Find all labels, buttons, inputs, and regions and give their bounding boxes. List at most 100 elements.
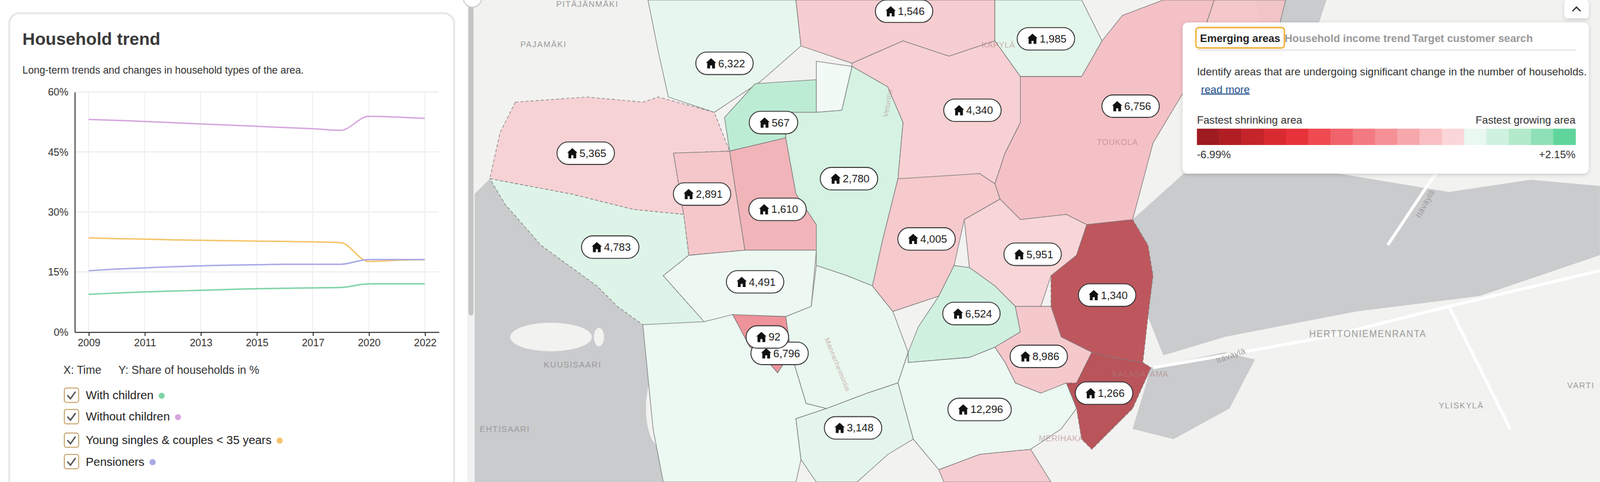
pill-background xyxy=(581,235,640,259)
grid-line xyxy=(200,91,202,332)
household-pill[interactable]: 1,985 xyxy=(1017,27,1075,50)
household-pill[interactable]: 2,780 xyxy=(820,167,878,190)
legend-item[interactable]: Pensioners xyxy=(64,454,156,469)
household-pill[interactable]: 4,005 xyxy=(897,227,956,250)
household-pill[interactable]: 92 xyxy=(745,325,789,348)
household-pill[interactable]: 4,340 xyxy=(943,98,1002,122)
colorbar-tick-label: +2.15% xyxy=(1539,148,1576,161)
button-background[interactable] xyxy=(1564,0,1590,19)
household-pill[interactable]: 567 xyxy=(749,111,798,134)
colorbar-segment xyxy=(1352,128,1376,145)
region[interactable] xyxy=(489,178,705,327)
legend-swatch xyxy=(276,437,283,444)
tab[interactable]: Target customer search xyxy=(1412,32,1533,45)
region[interactable] xyxy=(938,448,1051,482)
scrollbar-thumb[interactable] xyxy=(468,4,474,316)
place-name: Mannerheimintie xyxy=(822,336,852,393)
legend-item[interactable]: With children xyxy=(64,387,165,403)
region[interactable] xyxy=(795,382,914,482)
tab-label[interactable]: Emerging areas xyxy=(1200,32,1281,45)
household-pill[interactable]: 3,148 xyxy=(824,416,882,439)
household-count: 1,266 xyxy=(1097,386,1125,399)
household-pill[interactable]: 8,986 xyxy=(1010,344,1068,368)
tick: 0% xyxy=(53,326,75,338)
tab[interactable]: Household income trend xyxy=(1284,32,1410,45)
series-line xyxy=(88,259,425,271)
pill-background xyxy=(1010,344,1068,368)
house-icon xyxy=(1027,33,1038,45)
island xyxy=(510,322,592,352)
read-more-link[interactable]: read more xyxy=(1201,83,1250,96)
household-pill[interactable]: 1,266 xyxy=(1075,381,1133,405)
region[interactable] xyxy=(994,0,1215,225)
tick: 2020 xyxy=(358,331,382,349)
household-pill[interactable]: 4,783 xyxy=(581,235,640,259)
household-pill[interactable]: 12,296 xyxy=(947,397,1011,421)
colorbar-segment xyxy=(1486,128,1509,145)
pill-background xyxy=(748,197,807,221)
household-pill[interactable]: 6,756 xyxy=(1101,94,1160,118)
household-count: 1,546 xyxy=(897,5,925,18)
household-pill[interactable]: 4,491 xyxy=(726,270,784,293)
pill-background xyxy=(1078,283,1136,307)
household-count: 1,985 xyxy=(1039,32,1067,45)
pill-background xyxy=(1101,94,1160,118)
legend-item[interactable]: Young singles & couples < 35 years xyxy=(64,432,283,448)
household-pill[interactable]: 1,610 xyxy=(748,197,807,221)
household-pill[interactable]: 2,891 xyxy=(673,182,732,206)
panel-toggle[interactable] xyxy=(463,0,482,7)
house-icon xyxy=(1014,248,1025,260)
household-pill[interactable]: 5,951 xyxy=(1004,243,1062,266)
tick: 2022 xyxy=(413,331,437,349)
region[interactable] xyxy=(663,250,817,322)
colorbar-segment xyxy=(1441,128,1465,145)
tab[interactable]: Emerging areas xyxy=(1195,27,1285,49)
colorbar-segment xyxy=(1397,128,1420,145)
pill-background xyxy=(897,227,956,250)
household-count: 567 xyxy=(771,116,790,129)
household-pill[interactable]: 5,365 xyxy=(556,141,615,165)
checkmark xyxy=(67,457,76,465)
household-labels: 6,322 1,546 1,985 567 2,780 5,365 2,891 1,610 4,… xyxy=(556,0,1160,439)
checkbox[interactable] xyxy=(64,454,79,469)
household-count: 2,891 xyxy=(695,187,723,200)
household-count: 4,340 xyxy=(966,104,994,117)
household-count: 6,756 xyxy=(1124,100,1152,113)
legend-label[interactable]: Without children xyxy=(85,409,170,423)
house-icon xyxy=(705,58,717,69)
tab-selected xyxy=(1195,27,1285,49)
region[interactable] xyxy=(729,137,817,250)
map: PITÄJÄNMÄKIPAJAMÄKIKUUSISAARIEHTISAARIHE… xyxy=(469,0,1600,482)
tick: 2009 xyxy=(77,331,101,349)
series-lines xyxy=(88,116,425,294)
colorbar-segment xyxy=(1553,128,1576,145)
checkbox[interactable] xyxy=(64,387,79,403)
legend-label[interactable]: With children xyxy=(85,388,154,402)
colorbar-segment xyxy=(1241,128,1264,145)
legend-label[interactable]: Pensioners xyxy=(85,455,145,468)
collapse-button[interactable] xyxy=(1564,0,1590,19)
road xyxy=(1152,270,1600,368)
place-name: PITÄJÄNMÄKI xyxy=(556,0,619,9)
chart-subtitle: Long-term trends and changes in househol… xyxy=(22,64,304,76)
household-pill[interactable]: 1,546 xyxy=(875,0,933,23)
legend-label[interactable]: Young singles & couples < 35 years xyxy=(85,433,272,446)
checkbox[interactable] xyxy=(64,409,79,424)
legend-item[interactable]: Without children xyxy=(64,409,182,424)
tick: 60% xyxy=(47,86,75,98)
place-name: EHTISAARI xyxy=(479,424,531,434)
household-pill[interactable]: 1,340 xyxy=(1078,283,1136,307)
tick-label: 45% xyxy=(47,146,69,159)
tab-label[interactable]: Target customer search xyxy=(1412,32,1533,45)
tick-mark xyxy=(368,331,371,336)
colorbar-segment xyxy=(1197,128,1220,145)
series-line xyxy=(88,116,425,130)
household-pill[interactable]: 6,322 xyxy=(695,52,754,75)
grid-line xyxy=(87,91,90,332)
household-pill[interactable]: 6,524 xyxy=(942,302,1000,325)
place-name: HERTTONIEMENRANTA xyxy=(1309,328,1427,339)
tick: 30% xyxy=(47,206,75,218)
tab-label[interactable]: Household income trend xyxy=(1284,32,1410,45)
checkbox[interactable] xyxy=(64,432,79,448)
region[interactable] xyxy=(852,40,1021,184)
